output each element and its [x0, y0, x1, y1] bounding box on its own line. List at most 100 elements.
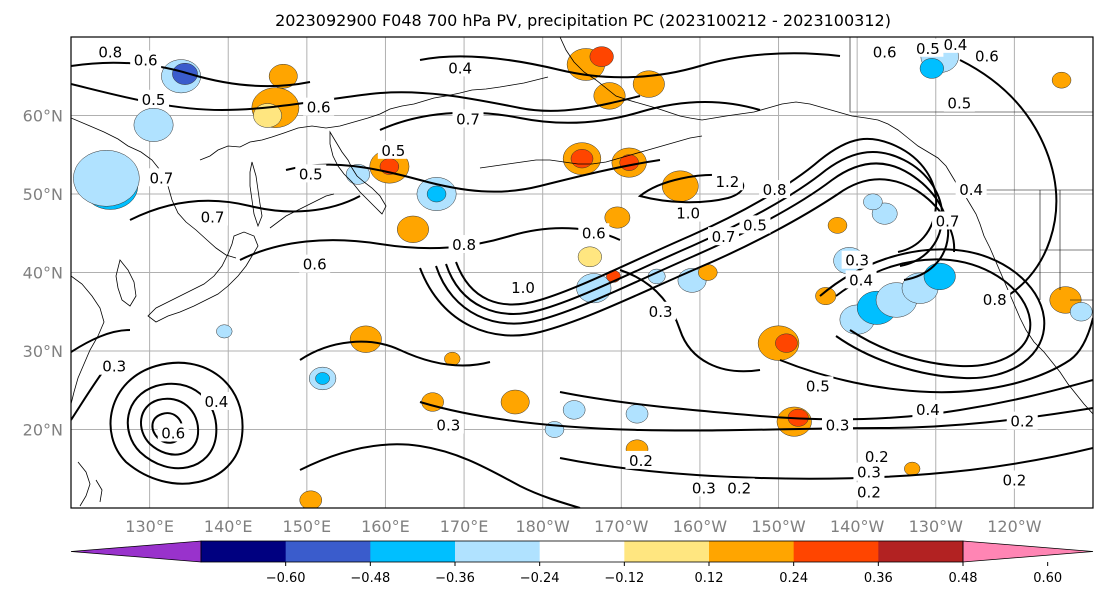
contour-label-bg: [998, 470, 1030, 489]
pv-contour-0.4-e: [959, 59, 1058, 301]
colorbar-tick-label: 0.60: [1033, 571, 1062, 586]
contour-label: 0.5: [743, 216, 767, 234]
contour-label: 0.3: [436, 417, 460, 435]
colorbar-swatch: [455, 541, 541, 562]
contour-label-bg: [739, 215, 771, 234]
colorbar-swatch: [201, 541, 287, 562]
precip-blob: [133, 107, 174, 142]
contour-label: 0.4: [943, 36, 967, 54]
pv-contour-0.3-cyclone: [109, 361, 244, 485]
contour-label: 0.6: [975, 48, 999, 66]
contour-label-bg: [845, 270, 877, 289]
contour-label: 0.3: [649, 303, 673, 321]
contour-label-bg: [578, 223, 610, 242]
border-canada-us: [849, 37, 1093, 191]
precip-blob: [500, 389, 530, 415]
precip-blob: [576, 273, 612, 304]
lon-tick-label: 180°W: [516, 517, 571, 536]
contour-label-bg: [711, 172, 743, 191]
pv-contour-0.3-s: [419, 401, 1093, 432]
precipitation-shading: [73, 40, 1093, 508]
contour-label: 0.6: [873, 44, 897, 62]
contour-label: 0.2: [857, 483, 881, 501]
contour-label-bg: [444, 58, 476, 77]
contour-label: 0.2: [865, 448, 889, 466]
contour-label-bg: [303, 97, 335, 116]
pv-contour-0.6-c: [239, 227, 621, 261]
pv-contour-0.7-w: [129, 195, 361, 221]
precip-blob: [345, 164, 370, 185]
lon-tick-label: 140°W: [830, 517, 885, 536]
lat-tick-label: 20°N: [23, 421, 63, 440]
precip-blob: [589, 46, 614, 67]
precip-blob: [919, 58, 944, 79]
precip-blob: [299, 490, 323, 508]
colorbar-extend-min: [70, 540, 202, 563]
contour-label: 1.0: [511, 279, 535, 297]
precip-blob: [827, 217, 848, 234]
precip-blob: [426, 185, 447, 203]
latitude-labels: 60°N 50°N 40°N 30°N 20°N: [23, 107, 63, 440]
pv-contour-0.2-s: [559, 447, 1093, 480]
contour-label: 1.0: [676, 205, 700, 223]
colorbar-tick-label: 0.36: [864, 571, 893, 586]
colorbar-tick-label: 0.12: [695, 571, 724, 586]
contour-label: 0.5: [381, 142, 405, 160]
contour-label-bg: [448, 235, 480, 254]
pv-contour-0.6-b: [285, 159, 661, 193]
contour-label: 0.5: [806, 377, 830, 395]
map-frame: [70, 36, 1094, 509]
contour-label: 1.2: [716, 173, 740, 191]
precip-blob: [577, 246, 602, 268]
precip-blob: [815, 287, 837, 305]
lon-tick-label: 120°W: [987, 517, 1042, 536]
precip-blob: [349, 325, 382, 353]
coastline-alaska: [559, 37, 985, 237]
pv-contour-1.2: [637, 174, 745, 204]
contour-label: 0.3: [692, 479, 716, 497]
coastline-west-america: [983, 235, 1093, 415]
contour-label-bg: [452, 109, 484, 128]
contour-label: 0.4: [205, 393, 229, 411]
coastline-korea: [115, 259, 137, 307]
colorbar-swatch: [878, 541, 964, 562]
colorbar-swatch: [539, 541, 625, 562]
contour-label-bg: [723, 478, 755, 497]
contour-label-bg: [861, 446, 893, 465]
pv-contour-0.6-north: [71, 83, 641, 112]
colorbar-tick-label: 0.24: [779, 571, 808, 586]
colorbar-tick-label: −0.60: [266, 571, 306, 586]
pv-contour-0.7-n: [379, 101, 761, 131]
precip-blob: [216, 324, 233, 339]
lon-tick-label: 130°E: [125, 517, 174, 536]
lon-tick-label: 170°E: [440, 517, 489, 536]
contour-label: 0.2: [1002, 472, 1026, 490]
contour-label: 0.2: [629, 452, 653, 470]
longitude-labels: 130°E 140°E 150°E 160°E 170°E 180°W 170°W 160°W…: [125, 517, 1041, 536]
precip-blob: [172, 62, 198, 85]
contour-label: 0.7: [936, 212, 960, 230]
contour-label-bg: [708, 227, 740, 246]
contour-label: 0.4: [916, 401, 940, 419]
coastlines: [71, 37, 1093, 507]
lon-tick-label: 170°W: [594, 517, 649, 536]
pv-contour-0.5-n2: [71, 61, 311, 88]
colorbar-tick-label: −0.36: [435, 571, 475, 586]
contour-label: 0.5: [299, 165, 323, 183]
contour-label: 0.6: [134, 52, 158, 70]
contour-label-bg: [377, 140, 409, 159]
contour-label-bg: [853, 462, 885, 481]
lat-tick-label: 50°N: [23, 185, 63, 204]
colorbar-tick-label: −0.12: [604, 571, 644, 586]
precip-blob: [923, 262, 956, 291]
contour-label: 0.5: [142, 91, 166, 109]
contour-label-bg: [130, 50, 162, 69]
precip-blob: [904, 461, 921, 476]
lat-tick-label: 60°N: [23, 107, 63, 126]
contour-label: 0.5: [916, 40, 940, 58]
precip-blob: [315, 372, 330, 385]
contour-label: 0.8: [763, 181, 787, 199]
colorbar-tick-label: −0.24: [520, 571, 560, 586]
map-layer: 0.8 0.60.50.70.70.60.50.50.40.70.60.81.00…: [71, 36, 1093, 508]
colorbar-swatch: [285, 541, 371, 562]
